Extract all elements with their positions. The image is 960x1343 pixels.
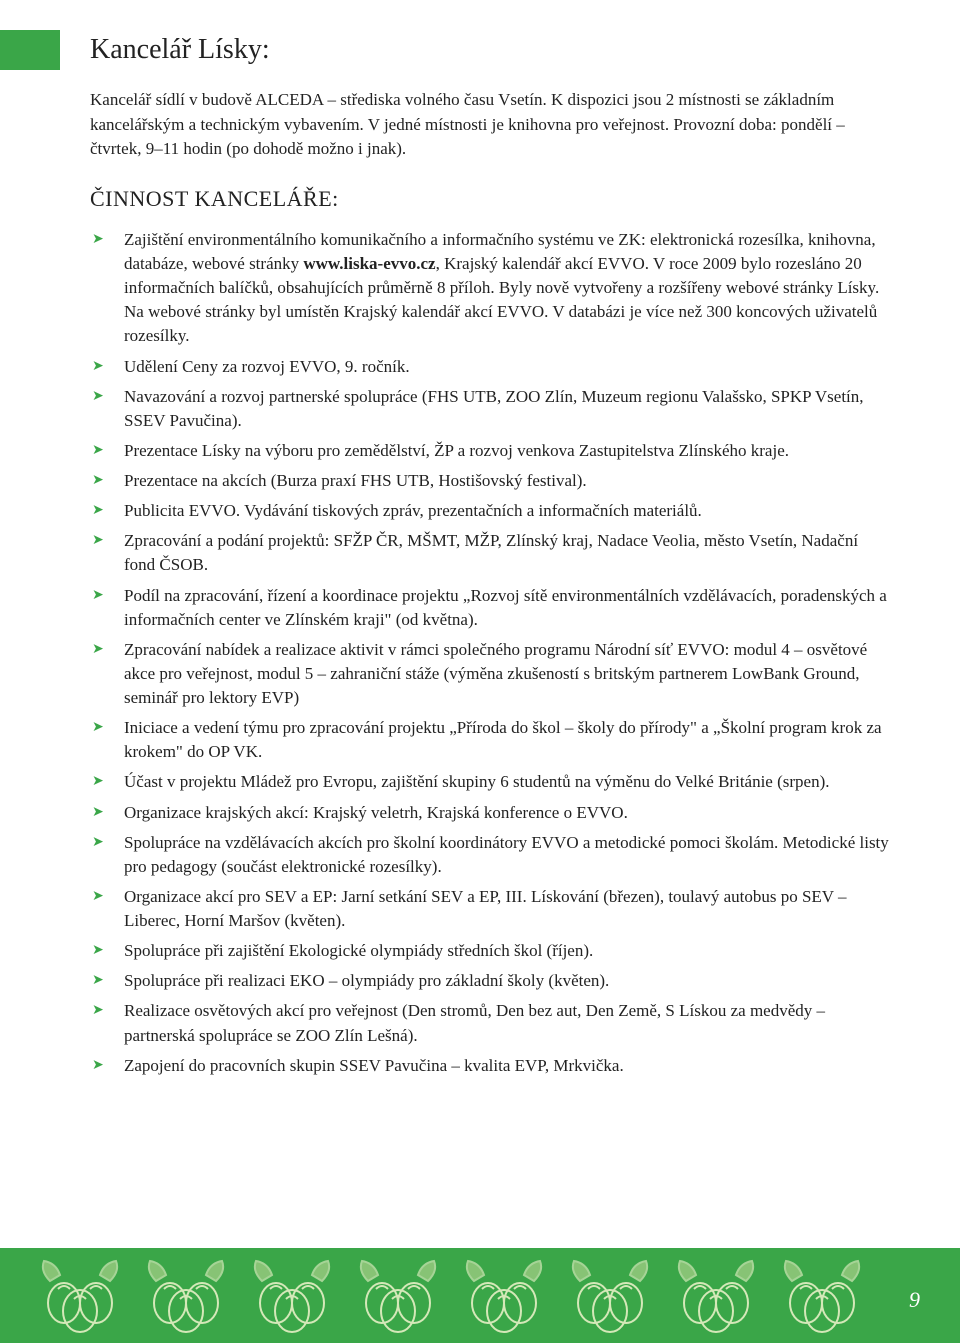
activity-list: Zajištění environmentálního komunikačníh… <box>90 228 890 1078</box>
hazelnut-icon <box>454 1253 554 1338</box>
hazelnut-icon <box>348 1253 448 1338</box>
footer-bar: 9 <box>0 1248 960 1343</box>
intro-paragraph: Kancelář sídlí v budově ALCEDA – středis… <box>90 88 890 162</box>
page-number: 9 <box>909 1287 920 1313</box>
list-item: Zpracování nabídek a realizace aktivit v… <box>118 638 890 710</box>
hazelnut-icon <box>136 1253 236 1338</box>
title-accent-box <box>0 30 60 70</box>
footer-ornaments <box>30 1253 872 1338</box>
list-item: Zajištění environmentálního komunikačníh… <box>118 228 890 349</box>
hazelnut-icon <box>772 1253 872 1338</box>
hazelnut-icon <box>666 1253 766 1338</box>
list-item-link: www.liska-evvo.cz <box>303 254 435 273</box>
section-heading: ČINNOST KANCELÁŘE: <box>90 186 890 212</box>
list-item: Udělení Ceny za rozvoj EVVO, 9. ročník. <box>118 355 890 379</box>
list-item: Zapojení do pracovních skupin SSEV Pavuč… <box>118 1054 890 1078</box>
list-item: Iniciace a vedení týmu pro zpracování pr… <box>118 716 890 764</box>
list-item: Organizace krajských akcí: Krajský velet… <box>118 801 890 825</box>
page-title: Kancelář Lísky: <box>90 34 270 66</box>
hazelnut-icon <box>560 1253 660 1338</box>
list-item: Prezentace na akcích (Burza praxí FHS UT… <box>118 469 890 493</box>
list-item: Publicita EVVO. Vydávání tiskových zpráv… <box>118 499 890 523</box>
hazelnut-icon <box>242 1253 342 1338</box>
list-item: Podíl na zpracování, řízení a koordinace… <box>118 584 890 632</box>
list-item: Zpracování a podání projektů: SFŽP ČR, M… <box>118 529 890 577</box>
hazelnut-icon <box>30 1253 130 1338</box>
list-item: Prezentace Lísky na výboru pro zemědělst… <box>118 439 890 463</box>
list-item: Spolupráce na vzdělávacích akcích pro šk… <box>118 831 890 879</box>
list-item: Účast v projektu Mládež pro Evropu, zaji… <box>118 770 890 794</box>
list-item: Organizace akcí pro SEV a EP: Jarní setk… <box>118 885 890 933</box>
list-item: Realizace osvětových akcí pro veřejnost … <box>118 999 890 1047</box>
list-item: Spolupráce při zajištění Ekologické olym… <box>118 939 890 963</box>
list-item: Navazování a rozvoj partnerské spoluprác… <box>118 385 890 433</box>
list-item: Spolupráce při realizaci EKO – olympiády… <box>118 969 890 993</box>
